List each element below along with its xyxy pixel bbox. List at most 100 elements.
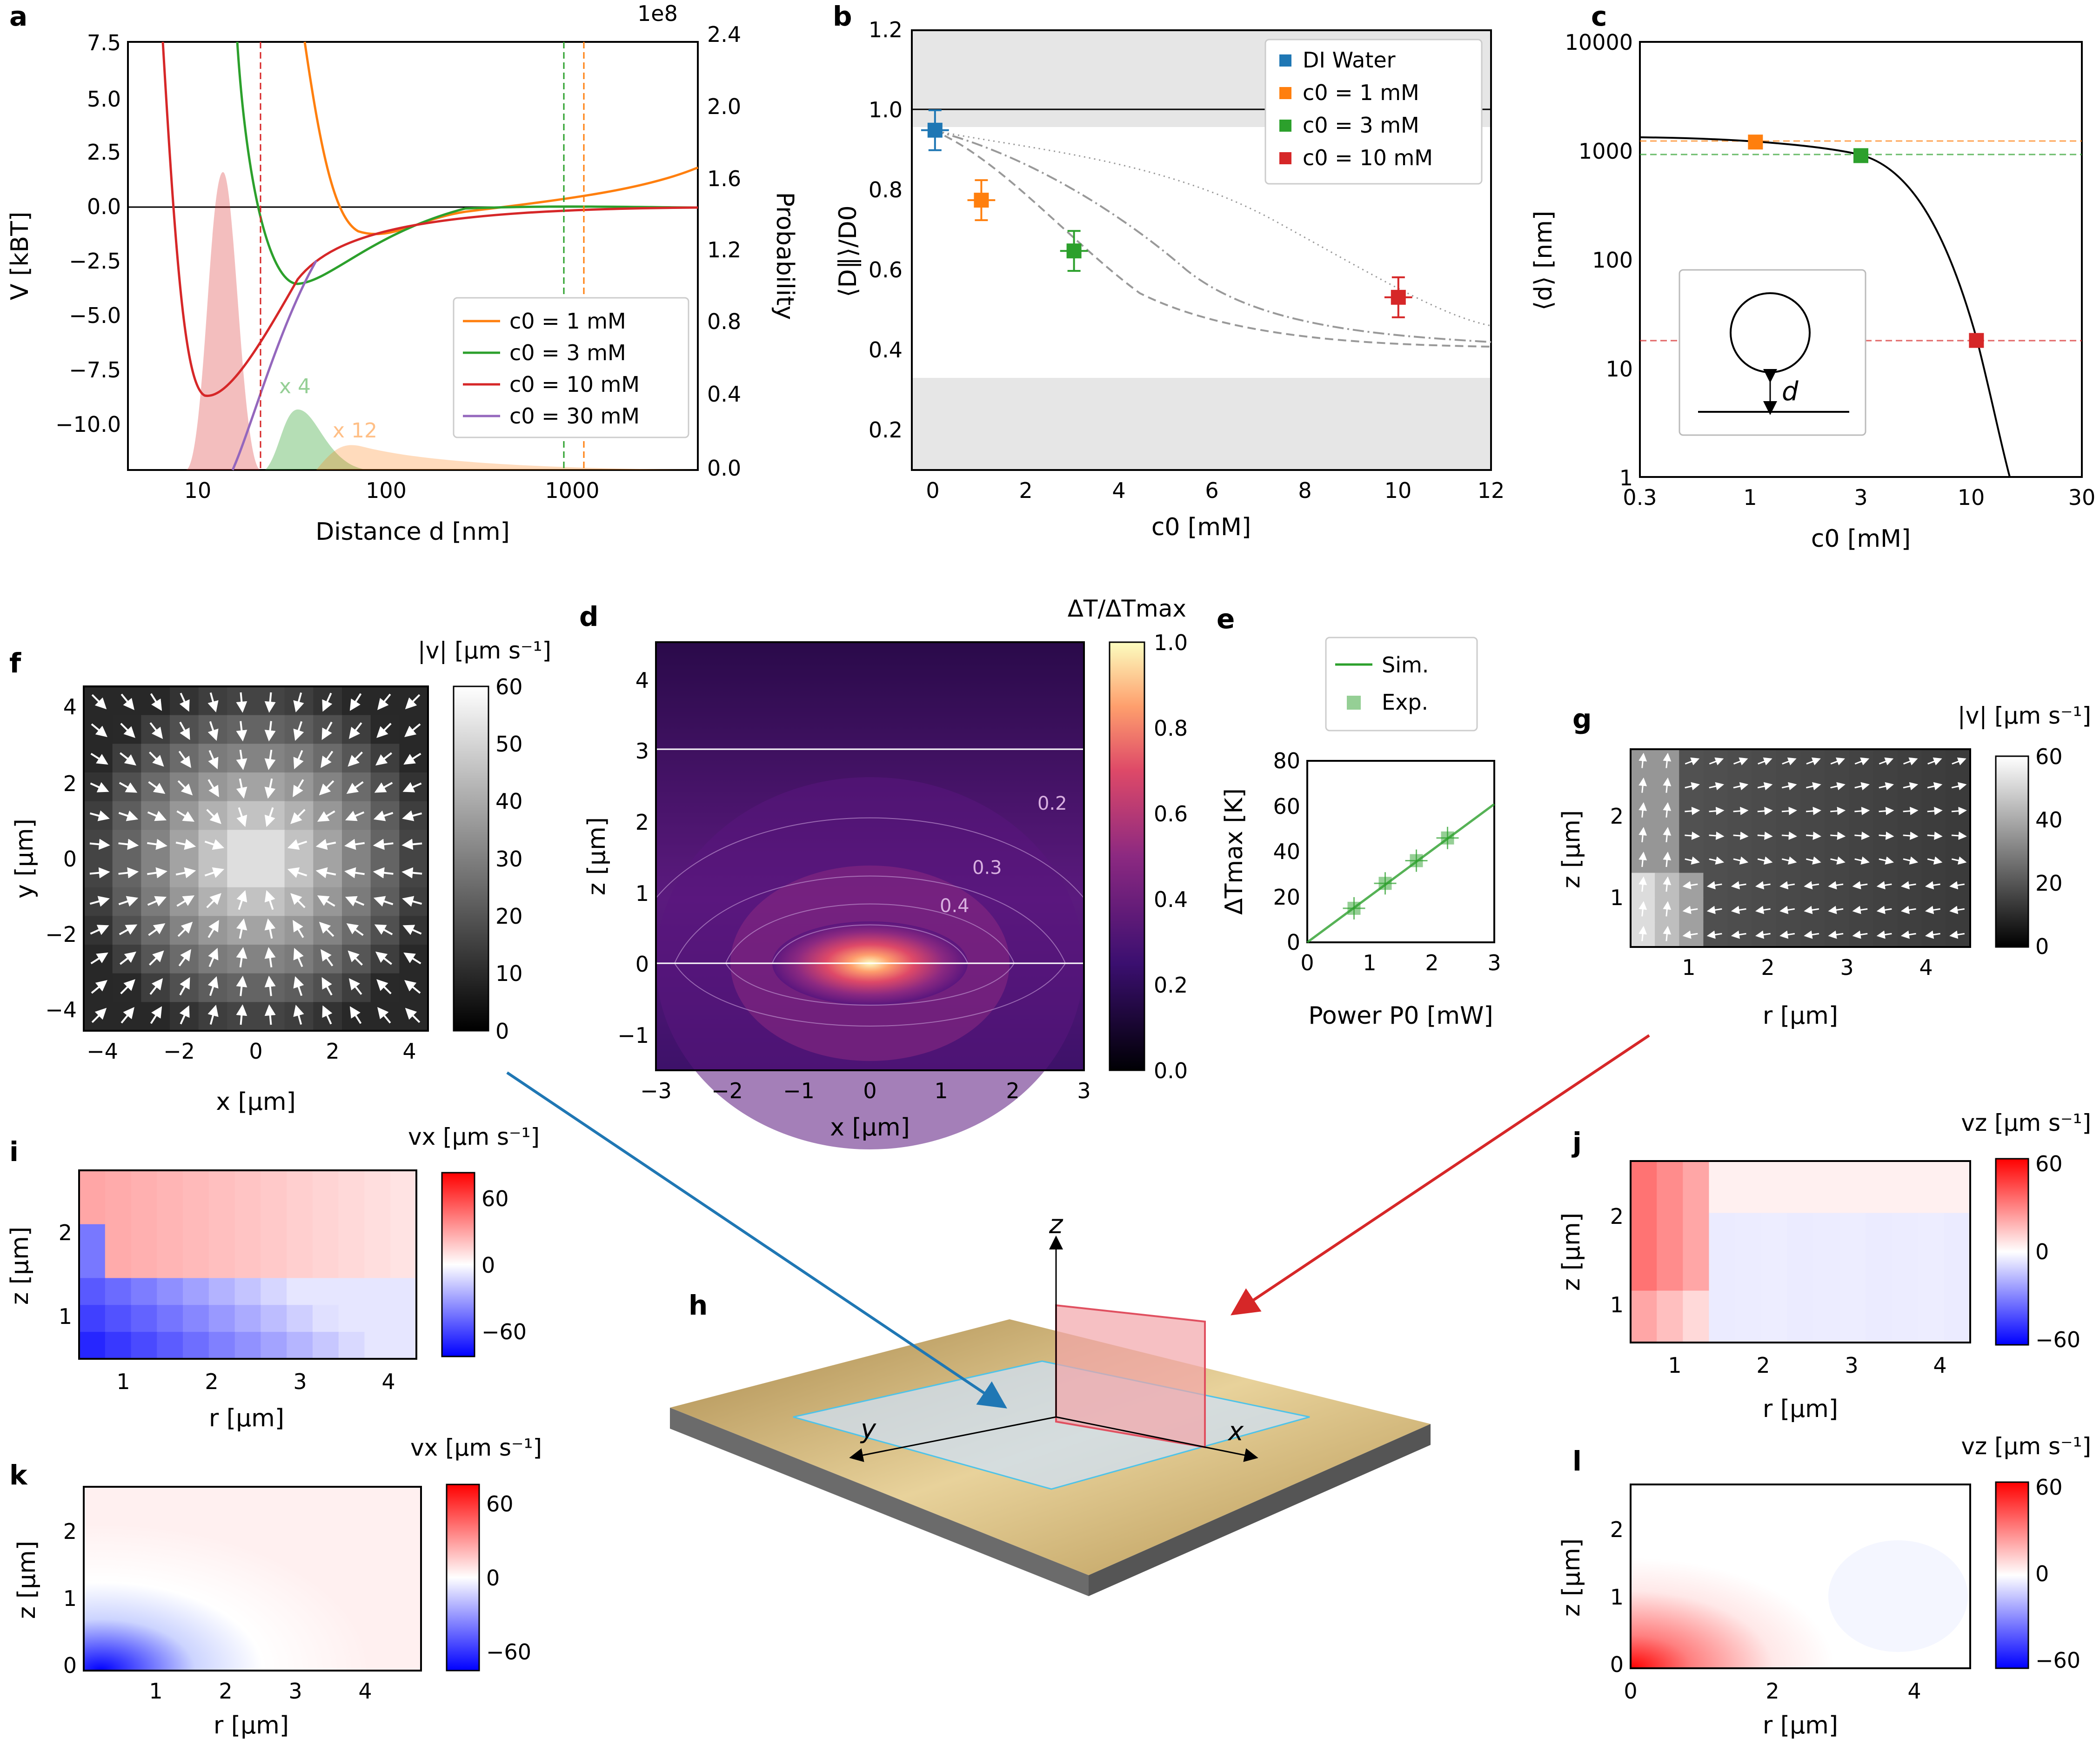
arrow-icon (373, 810, 394, 821)
panel-c-xlabel: c0 [mM] (1811, 525, 1911, 553)
heatmap-cell (287, 1197, 313, 1225)
panel-d-ytick: 1 (635, 881, 649, 906)
heatmap-cell (287, 1170, 313, 1198)
panel-a-curve-30mM (231, 260, 318, 471)
panel-h-vertical-plane (1055, 1304, 1206, 1449)
heatmap-cell (183, 1224, 209, 1252)
arrow-icon (1781, 832, 1797, 840)
panel-e-legend: Sim. Exp. (1325, 637, 1478, 732)
panel-g-cbar-tick: 0 (2035, 934, 2049, 959)
heatmap-cell (1709, 1264, 1736, 1291)
panel-f-ytick: −4 (45, 997, 77, 1022)
arrow-icon (322, 692, 333, 712)
heatmap-cell (1683, 1161, 1710, 1188)
panel-j-xlabel: r [µm] (1763, 1395, 1838, 1423)
arrow-icon (1733, 832, 1749, 840)
arrow-icon (1731, 930, 1746, 939)
arrow-icon (1733, 856, 1749, 865)
arrow-icon (293, 692, 304, 712)
data-point (1391, 289, 1406, 305)
arrow-icon (204, 867, 225, 878)
heatmap-cell (1683, 1264, 1710, 1291)
arrow-icon (1639, 852, 1647, 867)
heatmap-cell (364, 1278, 391, 1306)
heatmap-cell (1839, 1290, 1866, 1317)
heatmap-cell (208, 1332, 235, 1359)
panel-d-ytick: 4 (635, 668, 649, 693)
arrow-icon (1782, 757, 1797, 765)
arrow-icon (1876, 881, 1892, 890)
panel-c-ylabel: ⟨d⟩ [nm] (1530, 211, 1558, 310)
heatmap-cell (105, 1197, 132, 1225)
arrow-icon (264, 947, 276, 967)
arrow-icon (1879, 782, 1894, 791)
heatmap-cell (1839, 1187, 1866, 1214)
panel-l-colorbar (1995, 1481, 2029, 1669)
heatmap-cell (1683, 1290, 1710, 1317)
panel-h: h z y x (506, 1034, 1650, 1596)
panel-l-cbar-tick: 0 (2035, 1561, 2049, 1586)
panel-d-cbar-tick: 1.0 (1154, 630, 1188, 655)
panel-a-curve-3mM (236, 41, 698, 285)
heatmap-cell (261, 1278, 288, 1306)
heatmap-cell (364, 1305, 391, 1333)
arrow-icon (91, 723, 107, 737)
arrow-icon (1663, 777, 1672, 793)
arrow-icon (1733, 757, 1748, 765)
arrow-icon (1903, 832, 1919, 840)
panel-c-xtick: 0.3 (1623, 485, 1657, 510)
arrow-icon (1830, 856, 1846, 865)
arrow-icon (1663, 852, 1672, 867)
arrow-icon (1685, 806, 1700, 815)
panel-j-cbar-tick: −60 (2035, 1327, 2080, 1352)
panel-g-cbar-ticks: 60 40 20 0 (2035, 744, 2063, 959)
arrow-icon (207, 721, 219, 741)
arrow-icon (1854, 832, 1870, 840)
panel-g: g 2 1 1 2 3 4 r [µm] z [µm] 60 40 20 0 |… (1558, 702, 2091, 1030)
arrow-icon (404, 980, 421, 994)
arrow-icon (1830, 782, 1846, 791)
heatmap-cell (1866, 1187, 1893, 1214)
panel-d-cbar-ticks: 1.0 0.8 0.6 0.4 0.2 0.0 (1154, 630, 1188, 1083)
panel-k-ylabel: z [µm] (13, 1541, 41, 1619)
panel-l: l 2 1 0 0 2 4 r [µm] z [µm] 60 0 −60 vz … (1558, 1433, 2091, 1739)
panel-k-heatmap (84, 1487, 421, 1671)
arrow-icon (1706, 906, 1722, 914)
panel-j-xtick: 4 (1933, 1353, 1946, 1378)
panel-c-letter: c (1591, 0, 1607, 32)
panel-d-xtick: 2 (1006, 1078, 1019, 1103)
panel-b-points (921, 109, 1412, 318)
heatmap-cell (1683, 1213, 1710, 1240)
panel-b-ytick: 0.2 (869, 417, 903, 443)
heatmap-cell (1918, 1187, 1945, 1214)
arrow-icon (89, 839, 110, 850)
arrow-icon (1757, 782, 1773, 791)
arrow-icon (344, 867, 365, 879)
arrow-icon (1685, 782, 1700, 791)
heatmap-cell (1735, 1187, 1762, 1214)
arrow-icon (373, 896, 394, 907)
panel-l-cbar-tick: 60 (2035, 1475, 2063, 1500)
arrow-icon (1757, 832, 1773, 840)
panel-j-colorbar (1995, 1158, 2029, 1346)
panel-i-heatmap (79, 1170, 417, 1359)
arrow-icon (236, 721, 247, 742)
heatmap-cell (157, 1224, 184, 1252)
heatmap-cell (227, 859, 256, 888)
arrow-icon (149, 950, 164, 966)
heatmap-cell (287, 1251, 313, 1279)
panel-g-xtick: 3 (1840, 955, 1853, 980)
panel-i-yticks: 2 1 (59, 1220, 72, 1329)
panel-b-yticks: 1.2 1.0 0.8 0.6 0.4 0.2 (869, 17, 903, 443)
arrow-icon (147, 896, 167, 906)
panel-a-legend-30mM: c0 = 30 mM (509, 403, 640, 429)
panel-f-cbar-tick: 50 (495, 732, 523, 757)
arrow-icon (236, 1004, 247, 1025)
arrow-icon (402, 896, 422, 907)
arrow-icon (402, 925, 422, 935)
panel-h-arrow-to-f (506, 1071, 1007, 1409)
arrow-icon (91, 980, 107, 994)
arrow-icon (204, 839, 225, 850)
heatmap-cell (287, 1278, 313, 1306)
panel-d-contours (655, 817, 1084, 1027)
